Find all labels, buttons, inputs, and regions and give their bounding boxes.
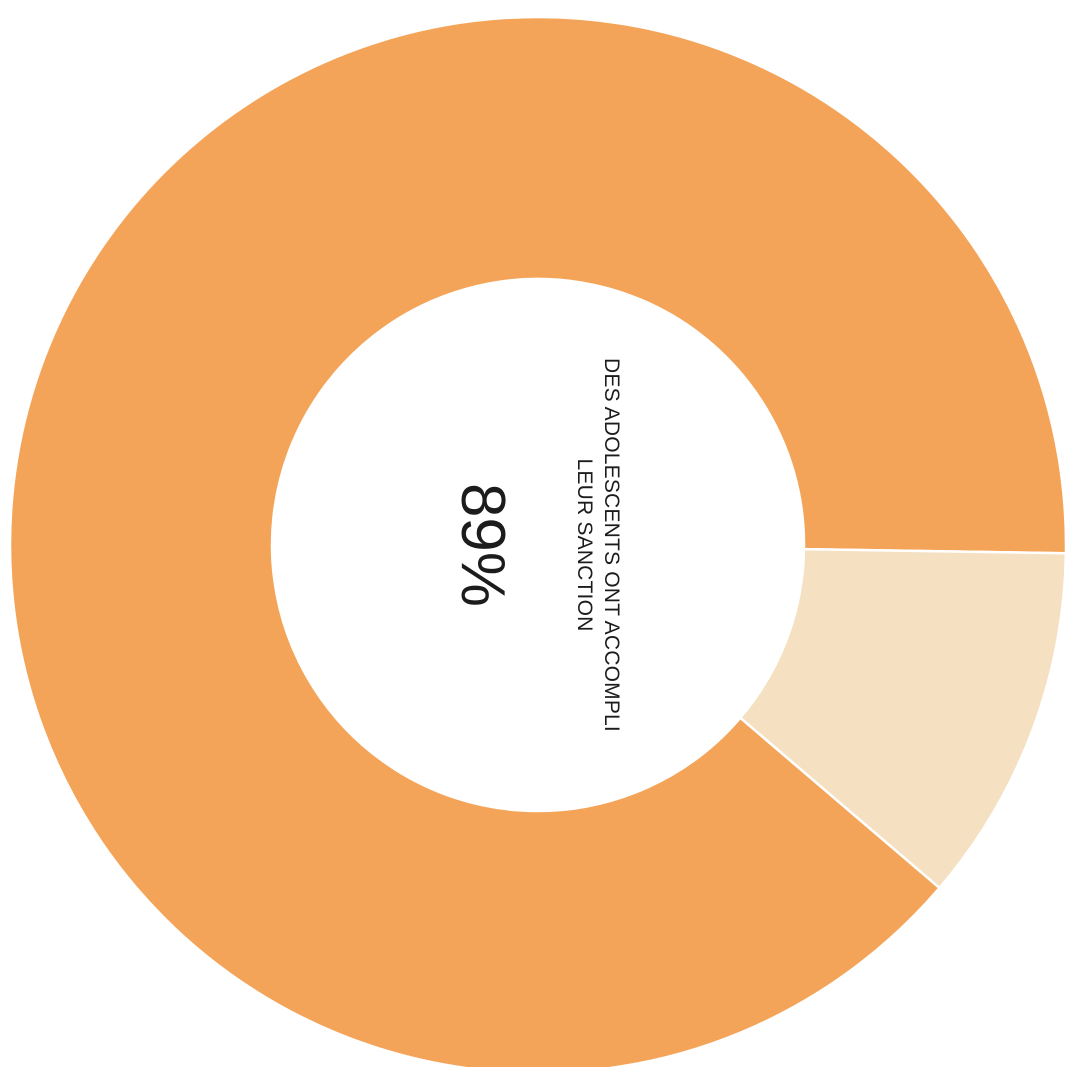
center-value: 89%: [448, 482, 517, 608]
center-label-rotated: DES ADOLESCENTS ONT ACCOMPLI LEUR SANCTI…: [448, 305, 625, 785]
center-caption-line-2: LEUR SANCTION: [573, 458, 596, 632]
donut-slice-major: [8, 15, 1068, 1067]
donut-slices: [8, 15, 1068, 1067]
donut-slice-minor: [738, 547, 1068, 890]
center-caption-line-1: DES ADOLESCENTS ONT ACCOMPLI: [600, 358, 623, 732]
